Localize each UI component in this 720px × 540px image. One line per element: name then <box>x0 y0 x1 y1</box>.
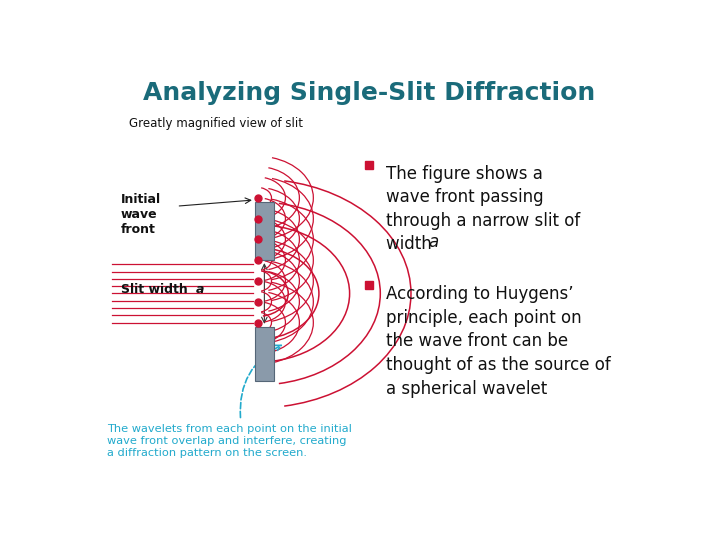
Text: Greatly magnified view of slit: Greatly magnified view of slit <box>129 117 303 130</box>
Text: Slit width: Slit width <box>121 283 192 296</box>
Text: The wavelets from each point on the initial
wave front overlap and interfere, cr: The wavelets from each point on the init… <box>107 424 351 458</box>
Text: According to Huygens’
principle, each point on
the wave front can be
thought of : According to Huygens’ principle, each po… <box>386 285 611 397</box>
Bar <box>255 327 274 381</box>
Text: Initial
wave
front: Initial wave front <box>121 193 161 236</box>
Bar <box>90 65 358 481</box>
Text: a: a <box>196 283 204 296</box>
Text: Analyzing Single-Slit Diffraction: Analyzing Single-Slit Diffraction <box>143 82 595 105</box>
Bar <box>255 202 274 260</box>
Text: a: a <box>428 233 439 251</box>
Text: The figure shows a
wave front passing
through a narrow slit of
width: The figure shows a wave front passing th… <box>386 165 580 253</box>
